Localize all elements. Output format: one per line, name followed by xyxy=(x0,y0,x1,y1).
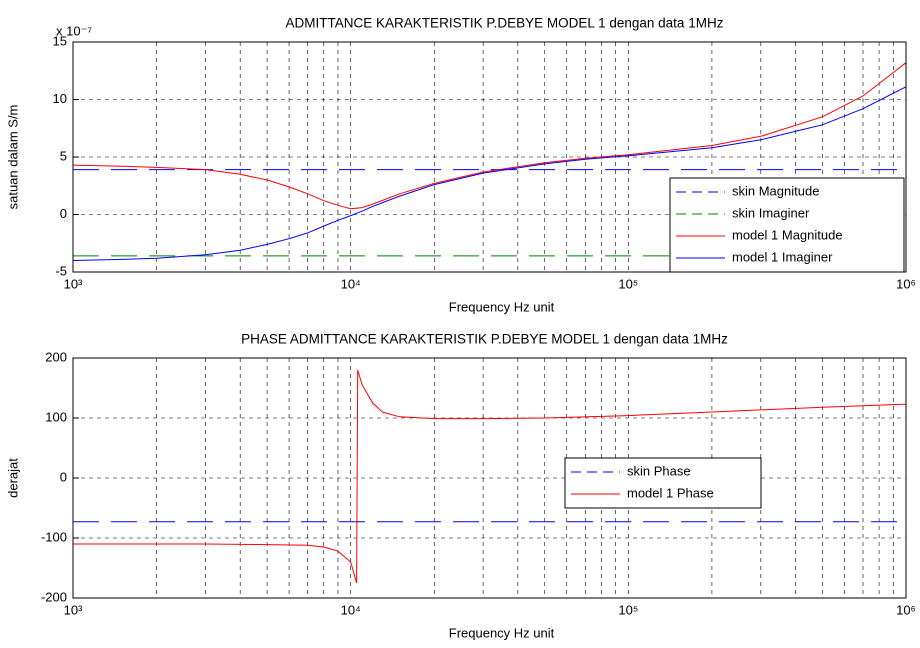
x-tick-label: 10⁴ xyxy=(341,276,361,291)
y-tick-label: -200 xyxy=(41,589,67,604)
y-axis-label: derajat xyxy=(5,458,20,498)
x-tick-label: 10⁵ xyxy=(618,276,638,291)
x-tick-label: 10³ xyxy=(64,276,83,291)
x-tick-label: 10⁶ xyxy=(896,602,916,617)
legend-label: skin Imaginer xyxy=(732,205,810,220)
chart-title: ADMITTANCE KARAKTERISTIK P.DEBYE MODEL 1… xyxy=(286,16,724,31)
x-tick-label: 10⁴ xyxy=(341,602,361,617)
legend-label: skin Magnitude xyxy=(732,183,819,198)
axis-exponent: x 10⁻⁷ xyxy=(56,23,92,38)
figure: 10³10⁴10⁵10⁶-5051015ADMITTANCE KARAKTERI… xyxy=(0,0,920,648)
y-tick-label: 0 xyxy=(60,206,67,221)
x-tick-label: 10³ xyxy=(64,602,83,617)
x-axis-label: Frequency Hz unit xyxy=(449,625,555,640)
y-tick-label: -100 xyxy=(41,529,67,544)
legend-label: skin Phase xyxy=(627,463,691,478)
y-tick-label: 5 xyxy=(60,148,67,163)
y-axis-label: satuan dalam S/m xyxy=(5,105,20,210)
y-tick-label: 200 xyxy=(45,349,67,364)
legend-label: model 1 Magnitude xyxy=(732,227,843,242)
y-tick-label: -5 xyxy=(55,263,67,278)
x-axis-label: Frequency Hz unit xyxy=(449,299,555,314)
chart-title: PHASE ADMITTANCE KARAKTERISTIK P.DEBYE M… xyxy=(241,332,728,347)
y-tick-label: 10 xyxy=(53,91,67,106)
y-tick-label: 100 xyxy=(45,409,67,424)
legend-label: model 1 Imaginer xyxy=(732,249,833,264)
x-tick-label: 10⁵ xyxy=(618,602,638,617)
y-tick-label: 0 xyxy=(60,469,67,484)
legend-label: model 1 Phase xyxy=(627,485,714,500)
x-tick-label: 10⁶ xyxy=(896,276,916,291)
